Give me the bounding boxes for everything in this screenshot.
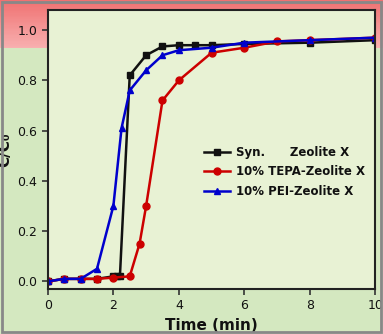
Syn.      Zeolite X bbox=[118, 274, 122, 278]
Bar bbox=[0, 16, 383, 17]
10% TEPA-Zeolite X bbox=[160, 99, 165, 103]
Bar bbox=[0, 22, 383, 23]
Bar bbox=[0, 18, 383, 19]
Bar bbox=[0, 42, 383, 43]
10% TEPA-Zeolite X bbox=[137, 242, 142, 246]
10% TEPA-Zeolite X bbox=[111, 276, 116, 280]
10% TEPA-Zeolite X bbox=[308, 38, 312, 42]
Bar bbox=[0, 40, 383, 41]
Bar bbox=[0, 31, 383, 33]
Syn.      Zeolite X bbox=[177, 43, 181, 47]
10% PEI-Zeolite X bbox=[46, 279, 50, 283]
Syn.      Zeolite X bbox=[128, 73, 132, 77]
Line: Syn.      Zeolite X: Syn. Zeolite X bbox=[44, 37, 379, 285]
10% PEI-Zeolite X bbox=[160, 53, 165, 57]
Bar bbox=[0, 13, 383, 14]
10% TEPA-Zeolite X bbox=[275, 39, 280, 43]
Line: 10% PEI-Zeolite X: 10% PEI-Zeolite X bbox=[44, 34, 379, 285]
Bar bbox=[0, 2, 383, 4]
10% TEPA-Zeolite X bbox=[46, 279, 50, 283]
10% TEPA-Zeolite X bbox=[242, 46, 247, 50]
10% PEI-Zeolite X bbox=[373, 36, 378, 40]
Bar bbox=[0, 41, 383, 42]
Line: 10% TEPA-Zeolite X: 10% TEPA-Zeolite X bbox=[44, 34, 379, 285]
Bar bbox=[0, 24, 383, 25]
Bar bbox=[0, 25, 383, 27]
Syn.      Zeolite X bbox=[115, 274, 119, 278]
Bar bbox=[0, 23, 383, 24]
Bar bbox=[0, 37, 383, 39]
Bar bbox=[0, 46, 383, 47]
10% PEI-Zeolite X bbox=[308, 38, 312, 42]
Bar bbox=[0, 19, 383, 21]
Bar bbox=[0, 0, 383, 1]
10% TEPA-Zeolite X bbox=[78, 277, 83, 281]
Syn.      Zeolite X bbox=[308, 41, 312, 45]
Bar bbox=[0, 33, 383, 34]
10% PEI-Zeolite X bbox=[209, 46, 214, 50]
Bar bbox=[0, 43, 383, 45]
Bar bbox=[0, 17, 383, 18]
10% TEPA-Zeolite X bbox=[62, 277, 67, 281]
Bar bbox=[0, 8, 383, 10]
Bar bbox=[0, 10, 383, 11]
Bar bbox=[0, 7, 383, 8]
10% PEI-Zeolite X bbox=[62, 277, 67, 281]
Syn.      Zeolite X bbox=[160, 44, 165, 48]
10% TEPA-Zeolite X bbox=[95, 277, 99, 281]
Syn.      Zeolite X bbox=[209, 43, 214, 47]
Bar bbox=[0, 4, 383, 5]
10% TEPA-Zeolite X bbox=[209, 51, 214, 55]
Bar bbox=[0, 11, 383, 12]
Bar bbox=[0, 6, 383, 7]
10% TEPA-Zeolite X bbox=[128, 274, 132, 278]
Syn.      Zeolite X bbox=[242, 42, 247, 46]
Syn.      Zeolite X bbox=[373, 38, 378, 42]
Bar bbox=[0, 30, 383, 31]
Syn.      Zeolite X bbox=[62, 277, 67, 281]
Bar bbox=[0, 5, 383, 6]
Syn.      Zeolite X bbox=[78, 277, 83, 281]
Syn.      Zeolite X bbox=[193, 43, 198, 47]
10% PEI-Zeolite X bbox=[177, 48, 181, 52]
Bar bbox=[0, 1, 383, 2]
Syn.      Zeolite X bbox=[46, 279, 50, 283]
Bar bbox=[0, 14, 383, 16]
10% PEI-Zeolite X bbox=[144, 68, 149, 72]
Legend: Syn.      Zeolite X, 10% TEPA-Zeolite X, 10% PEI-Zeolite X: Syn. Zeolite X, 10% TEPA-Zeolite X, 10% … bbox=[199, 141, 370, 202]
Bar bbox=[0, 47, 383, 48]
Bar bbox=[0, 12, 383, 13]
Bar bbox=[0, 39, 383, 40]
10% PEI-Zeolite X bbox=[242, 41, 247, 45]
Bar bbox=[0, 45, 383, 46]
10% PEI-Zeolite X bbox=[119, 126, 124, 130]
Bar bbox=[0, 27, 383, 28]
10% TEPA-Zeolite X bbox=[373, 36, 378, 40]
10% PEI-Zeolite X bbox=[128, 89, 132, 93]
Bar bbox=[0, 36, 383, 37]
X-axis label: Time (min): Time (min) bbox=[165, 318, 258, 333]
Bar bbox=[0, 29, 383, 30]
Syn.      Zeolite X bbox=[144, 53, 149, 57]
Bar bbox=[0, 34, 383, 35]
Y-axis label: C/C₀: C/C₀ bbox=[0, 132, 12, 167]
Syn.      Zeolite X bbox=[111, 274, 116, 278]
10% PEI-Zeolite X bbox=[95, 267, 99, 271]
10% PEI-Zeolite X bbox=[111, 204, 116, 208]
Bar bbox=[0, 21, 383, 22]
Syn.      Zeolite X bbox=[95, 277, 99, 281]
Text: Adsorption at 50°C: Adsorption at 50°C bbox=[96, 15, 287, 33]
10% TEPA-Zeolite X bbox=[144, 204, 149, 208]
Bar bbox=[0, 35, 383, 36]
10% TEPA-Zeolite X bbox=[177, 78, 181, 82]
10% PEI-Zeolite X bbox=[78, 277, 83, 281]
Bar bbox=[0, 28, 383, 29]
